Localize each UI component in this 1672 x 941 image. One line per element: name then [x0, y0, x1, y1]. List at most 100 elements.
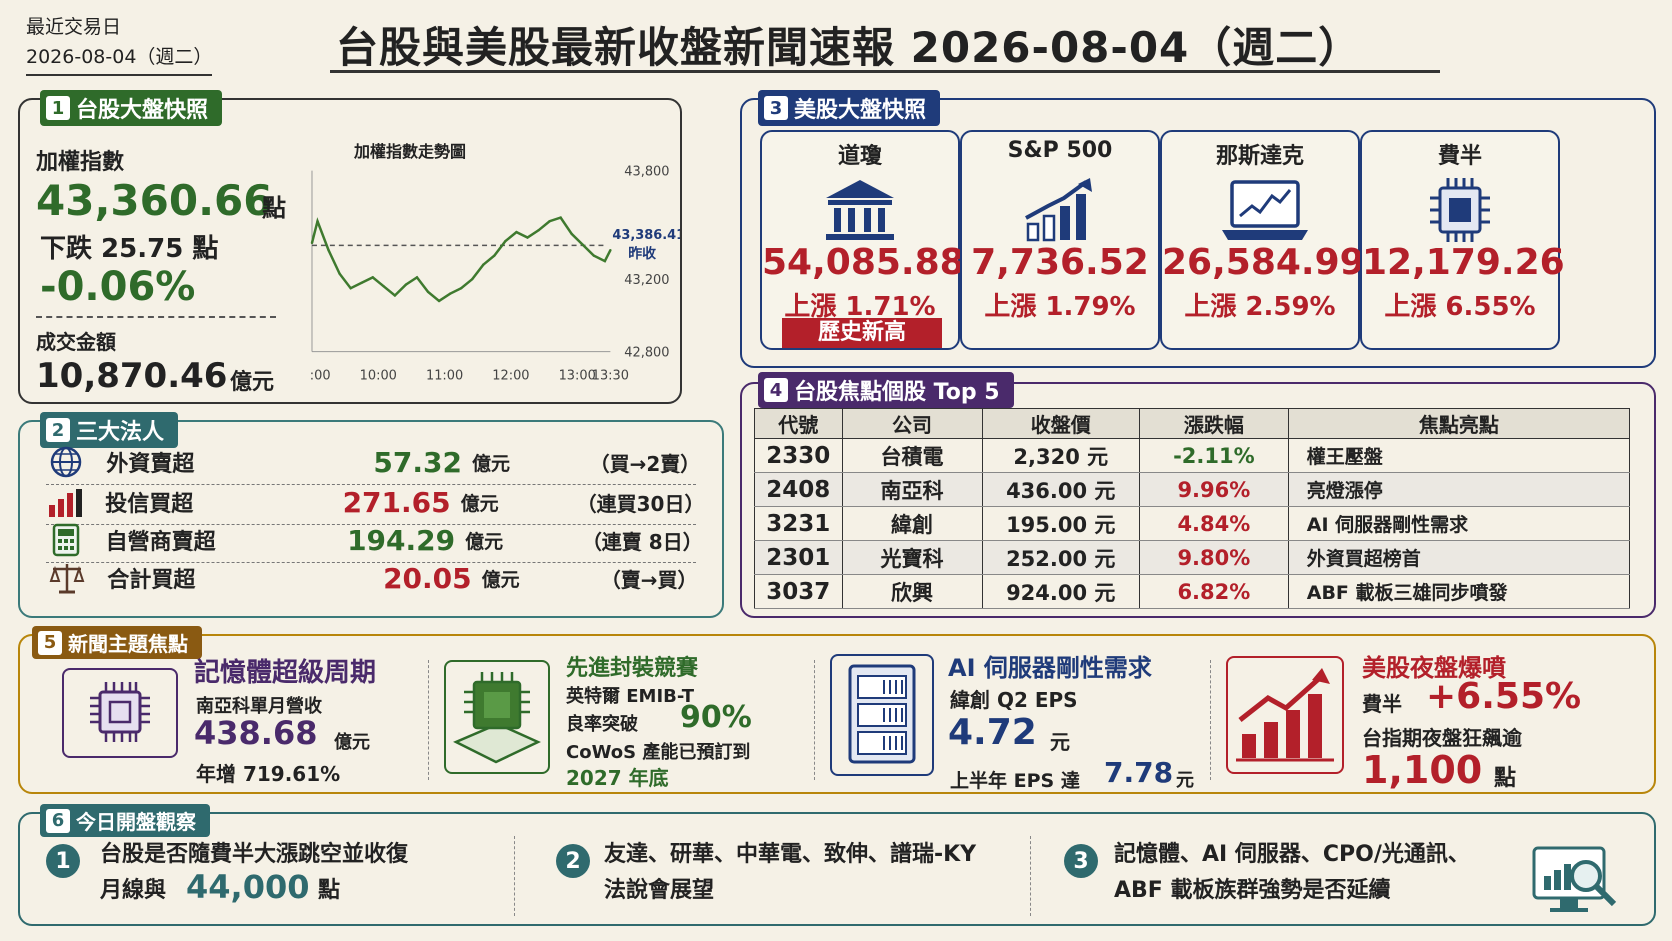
taiex-point — [382, 285, 386, 288]
institution-label: 自營商賣超 — [105, 530, 216, 555]
taiex-point — [437, 299, 441, 303]
taiex-point — [338, 272, 341, 275]
packaging-line4: 2027 年底 — [566, 766, 669, 790]
stock-change: 4.84% — [1139, 506, 1289, 541]
us-index-card: 那斯達克 26,584.99 上漲 2.59% — [1160, 130, 1365, 350]
futures-surge-value: 1,100 — [1362, 748, 1483, 792]
volume-label: 成交金額 — [36, 330, 116, 354]
section-number: 3 — [764, 96, 788, 120]
title-underline — [330, 70, 1440, 73]
stock-change: 9.80% — [1139, 540, 1289, 575]
bar-chart-icon — [46, 485, 85, 519]
taiex-point — [393, 294, 397, 297]
packaging-line3: CoWoS 產能已預訂到 — [566, 742, 751, 763]
taiex-point — [493, 254, 496, 257]
section-number: 1 — [46, 96, 70, 120]
taiex-point — [515, 230, 518, 234]
futures-surge-unit: 點 — [1494, 766, 1517, 791]
chart-x-tick: 09:00 — [310, 368, 331, 383]
stock-change: 9.96% — [1139, 472, 1289, 507]
watch-item-2-line2: 法說會展望 — [604, 878, 715, 903]
us-index-card: 道瓊 54,085.88 上漲 1.71% 歷史新高 — [760, 130, 965, 350]
ai-server-title: AI 伺服器剛性需求 — [948, 654, 1152, 682]
stock-focus: ABF 載板三雄同步噴發 — [1287, 574, 1631, 609]
chart-y-tick: 43,200 — [624, 273, 669, 288]
section-title: 美股大盤快照 — [794, 98, 927, 123]
institution-value: 57.32 — [373, 445, 462, 479]
institution-unit: 億元 — [460, 492, 499, 515]
institution-unit: 億元 — [471, 452, 510, 475]
watch-item-1-target: 44,000 — [186, 868, 310, 906]
prev-close-label: 昨收 — [628, 245, 656, 262]
ai-server-h1-unit: 元 — [1176, 770, 1194, 791]
section-title: 新聞主題焦點 — [68, 632, 188, 656]
volume-unit: 億元 — [230, 370, 275, 395]
top-stocks-panel — [740, 382, 1656, 618]
today-watch-section-tag: 6 今日開盤觀察 — [40, 804, 210, 837]
table-row: 2301 光寶科 252.00 元 9.80% 外資買超榜首 — [754, 540, 1631, 575]
taiex-point — [415, 276, 419, 279]
chart-series — [310, 216, 612, 303]
ai-server-eps-unit: 元 — [1050, 730, 1070, 754]
memory-unit: 億元 — [334, 732, 370, 753]
stock-price: 924.00 元 — [981, 574, 1140, 609]
taiex-change: 下跌 25.75 點 — [40, 234, 219, 264]
tw-market-panel — [18, 98, 682, 404]
record-high-badge: 歷史新高 — [782, 318, 942, 348]
column-header: 漲跌幅 — [1139, 408, 1289, 439]
taiex-change-pct: -0.06% — [40, 264, 196, 310]
index-name: 道瓊 — [837, 144, 882, 169]
taiex-point — [559, 216, 562, 219]
institution-label: 合計買超 — [107, 568, 196, 593]
institutional-row: 外資賣超 57.32 億元 （買→2賣） — [46, 442, 700, 482]
stock-focus: 亮燈漲停 — [1287, 472, 1631, 507]
trade-date-value: 2026-08-04（週二） — [26, 42, 213, 76]
chart-x-tick: 13:30 — [592, 368, 629, 383]
chart-title: 加權指數走勢圖 — [354, 142, 467, 161]
watch-item-number: 1 — [46, 844, 80, 878]
growth-chart-icon — [1020, 176, 1100, 246]
ai-server-eps: 4.72 — [948, 712, 1037, 753]
us-index-card: S&P 500 7,736.52 上漲 1.79% — [960, 130, 1160, 350]
stock-focus: AI 伺服器剛性需求 — [1287, 506, 1631, 541]
index-value: 7,736.52 — [971, 242, 1149, 283]
stock-company: 緯創 — [841, 506, 983, 541]
institution-note: （連賣 8日） — [581, 529, 703, 554]
stock-code: 2408 — [754, 472, 843, 507]
us-night-line2: 台指期夜盤狂飆逾 — [1362, 726, 1522, 750]
taiex-value: 43,360.66 — [36, 176, 273, 225]
taiex-point — [537, 229, 540, 232]
growth-chart-icon — [1226, 656, 1344, 774]
taiex-point — [609, 249, 612, 252]
taiex-point — [360, 281, 363, 284]
taiex-point — [459, 287, 463, 290]
memory-value: 438.68 — [194, 714, 318, 752]
divider — [36, 316, 276, 318]
taiex-point — [310, 241, 314, 245]
divider — [46, 484, 696, 485]
chart-x-tick: 10:00 — [360, 368, 397, 383]
stock-code: 2330 — [754, 438, 843, 473]
institution-label: 外資賣超 — [106, 452, 195, 477]
index-value: 54,085.88 — [762, 242, 965, 283]
trade-date-label: 最近交易日 — [26, 16, 122, 38]
chart-y-tick: 42,800 — [624, 346, 669, 361]
taiex-point — [349, 287, 352, 290]
stock-focus: 權王壓盤 — [1287, 438, 1631, 473]
laptop-chart-icon — [1220, 176, 1308, 246]
index-value: 12,179.26 — [1362, 242, 1565, 283]
column-header: 焦點亮點 — [1287, 408, 1631, 439]
index-change: 上漲 6.55% — [1384, 292, 1536, 322]
institution-value: 20.05 — [383, 561, 472, 595]
us-market-section-tag: 3 美股大盤快照 — [758, 90, 941, 126]
index-value: 26,584.99 — [1162, 242, 1365, 283]
top-stocks-table: 代號 公司 收盤價 漲跌幅 焦點亮點 2330 台積電 2,320 元 -2.11% 權王壓盤 2… — [754, 408, 1631, 609]
chip-icon — [1420, 176, 1500, 246]
stock-change: -2.11% — [1139, 438, 1289, 473]
trade-date: 最近交易日 2026-08-04（週二） — [26, 12, 213, 76]
us-index-card: 費半 12,179.26 上漲 6.55% — [1360, 130, 1565, 350]
taiex-point — [327, 249, 330, 252]
divider — [46, 524, 696, 525]
stock-company: 南亞科 — [841, 472, 983, 507]
taiex-point — [404, 283, 408, 286]
